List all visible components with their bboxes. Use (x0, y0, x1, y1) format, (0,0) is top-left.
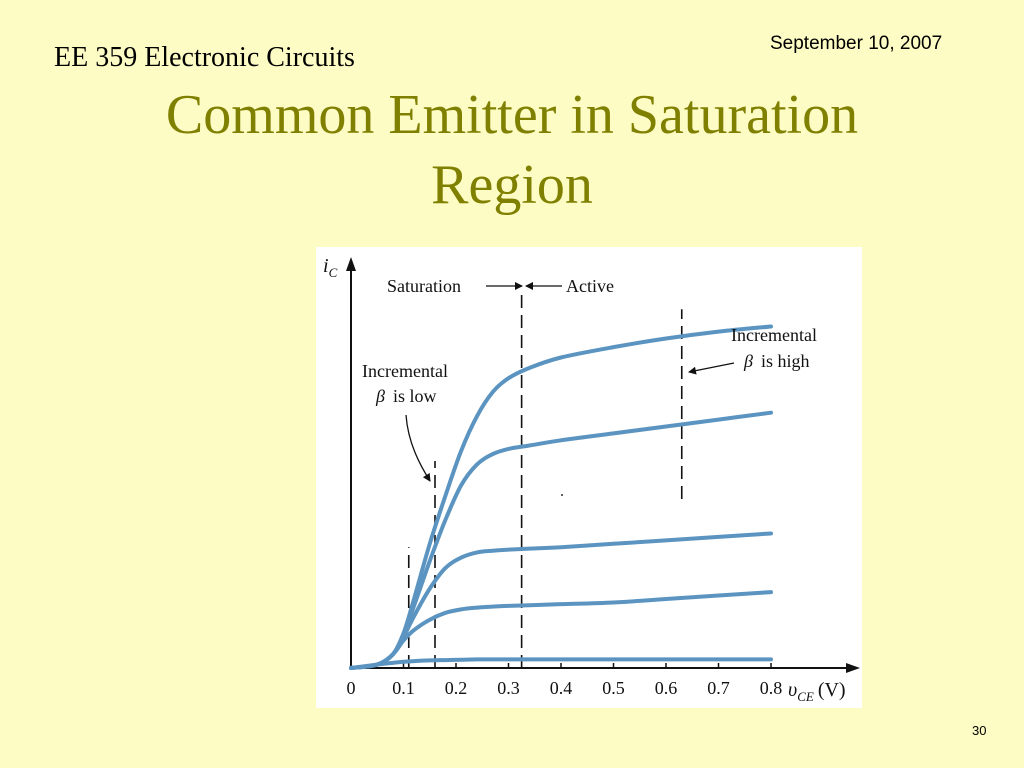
y-axis-arrow (346, 257, 356, 271)
slide-title-line-1: Common Emitter in Saturation (165, 84, 859, 146)
saturation-label: Saturation (387, 276, 461, 296)
slide-date: September 10, 2007 (770, 33, 943, 54)
ic-curve-4 (349, 590, 773, 670)
x-axis-arrow (846, 663, 860, 673)
y-axis-label: iC (323, 255, 338, 280)
ic-vce-chart: 0 0.1 0.2 0.3 0.4 0.5 0.6 0.7 0.8 iC υCE (V) Satu… (323, 255, 860, 704)
active-label: Active (566, 276, 614, 296)
x-tick-label: 0.1 (392, 678, 415, 698)
chart-figure: 0 0.1 0.2 0.3 0.4 0.5 0.6 0.7 0.8 iC υCE (V) Satu… (316, 247, 862, 708)
beta-high-label-line-1: Incremental (731, 325, 817, 345)
x-tick-label: 0.4 (550, 678, 573, 698)
beta-high-label-line-2: β is high (743, 351, 809, 371)
x-tick-label: 0.7 (707, 678, 730, 698)
beta-low-arrow (405, 414, 431, 482)
beta-high-arrow (688, 362, 735, 375)
ic-curve-5 (349, 657, 773, 670)
x-tick-label: 0.6 (655, 678, 678, 698)
x-tick-label: 0.8 (760, 678, 783, 698)
slide-title: Common Emitter in Saturation Region (0, 80, 1024, 220)
x-tick-label: 0 (347, 678, 356, 698)
x-tick-label: 0.3 (497, 678, 520, 698)
x-tick-label: 0.2 (445, 678, 468, 698)
slide-title-line-2: Region (431, 154, 593, 216)
stray-dot (561, 494, 563, 496)
course-name: EE 359 Electronic Circuits (54, 42, 355, 73)
beta-low-label-line-2: β is low (375, 386, 436, 406)
x-tick-label: 0.5 (602, 678, 625, 698)
page-number: 30 (972, 723, 987, 738)
beta-low-label-line-1: Incremental (362, 361, 448, 381)
x-axis-label: υCE (V) (788, 679, 846, 704)
